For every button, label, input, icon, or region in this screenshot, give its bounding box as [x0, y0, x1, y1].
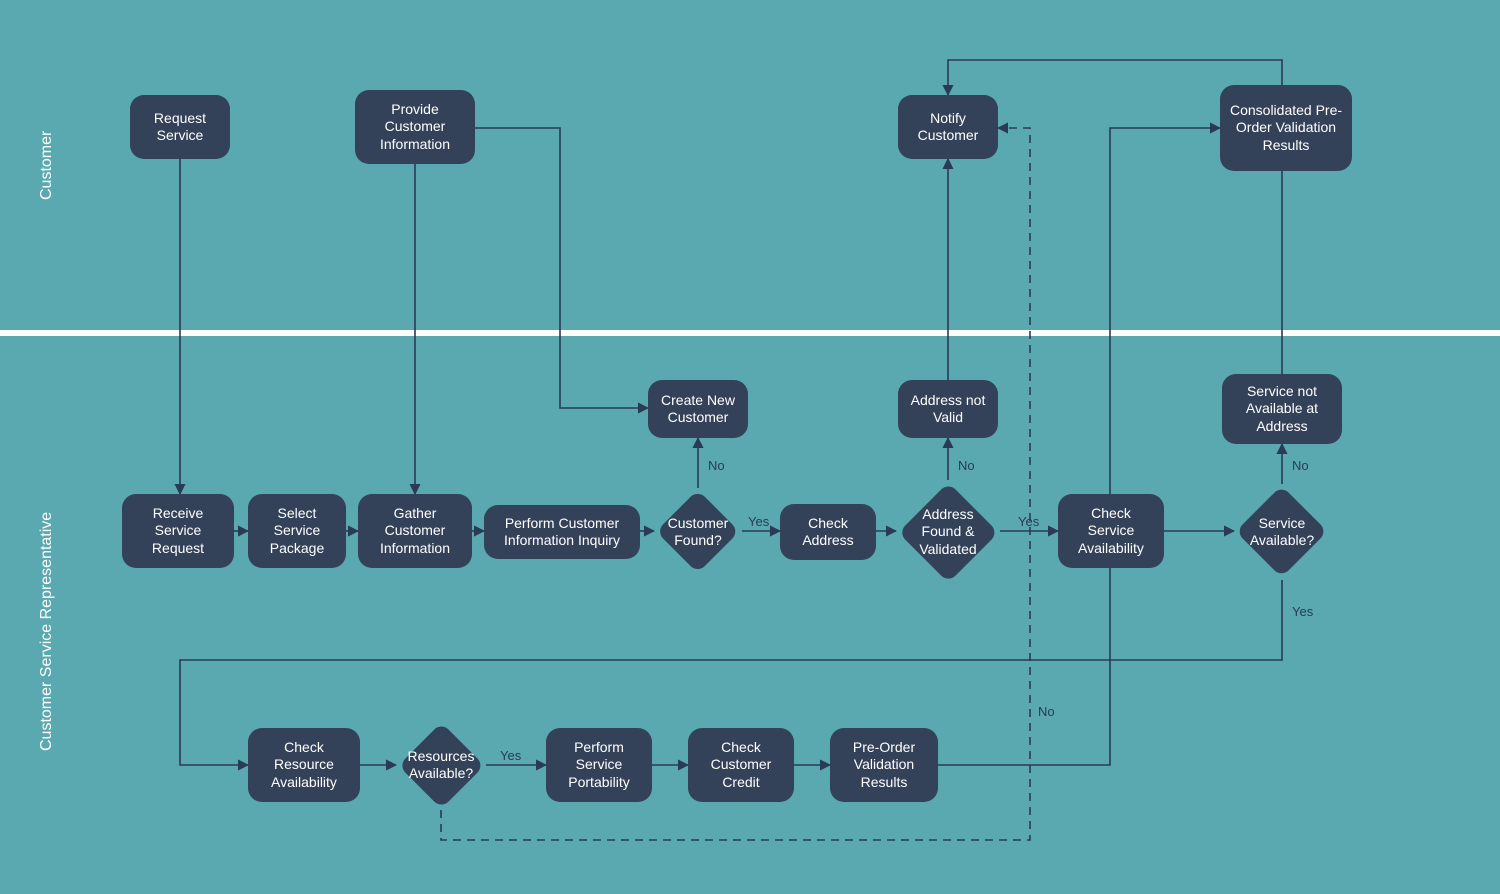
node-svc_avail: Service Available?: [1236, 486, 1328, 578]
node-cust_found: Customer Found?: [656, 490, 740, 574]
node-addr_valid: Address Found & Validated: [898, 482, 998, 582]
node-check_res: Check Resource Availability: [248, 728, 360, 802]
edge-label-cust_found-check_addr: Yes: [748, 514, 769, 529]
node-create_cust: Create New Customer: [648, 380, 748, 438]
node-inquiry: Perform Customer Information Inquiry: [484, 505, 640, 559]
edge-label-cust_found-create_cust: No: [708, 458, 725, 473]
node-portability: Perform Service Portability: [546, 728, 652, 802]
node-check_credit: Check Customer Credit: [688, 728, 794, 802]
swimlane-flowchart: Customer Customer Service Representative N…: [0, 0, 1500, 894]
node-label: Customer Found?: [656, 509, 740, 556]
edge-label-svc_avail-svc_not_avail: No: [1292, 458, 1309, 473]
edge-label-addr_valid-addr_not_valid: No: [958, 458, 975, 473]
node-pre_order: Pre-Order Validation Results: [830, 728, 938, 802]
node-label: Address Found & Validated: [898, 500, 998, 565]
node-check_addr: Check Address: [780, 504, 876, 560]
node-gather: Gather Customer Information: [358, 494, 472, 568]
lane-label-csr: Customer Service Representative: [38, 512, 56, 751]
node-provide_info: Provide Customer Information: [355, 90, 475, 164]
node-res_avail: Resources Available?: [398, 722, 484, 808]
node-label: Service Available?: [1236, 509, 1328, 556]
edge-label-addr_valid-check_svc: Yes: [1018, 514, 1039, 529]
node-svc_not_avail: Service not Available at Address: [1222, 374, 1342, 444]
node-label: Resources Available?: [398, 742, 484, 789]
lane-divider: [0, 330, 1500, 336]
node-consolidated: Consolidated Pre-Order Validation Result…: [1220, 85, 1352, 171]
lane-label-customer: Customer: [38, 131, 56, 200]
node-check_svc: Check Service Availability: [1058, 494, 1164, 568]
node-receive: Receive Service Request: [122, 494, 234, 568]
edge-label-res_avail-portability: Yes: [500, 748, 521, 763]
node-select_pkg: Select Service Package: [248, 494, 346, 568]
node-req_service: Request Service: [130, 95, 230, 159]
node-addr_not_valid: Address not Valid: [898, 380, 998, 438]
edge-label-svc_avail-check_res: Yes: [1292, 604, 1313, 619]
node-notify_cust: Notify Customer: [898, 95, 998, 159]
edge-label-res_avail-notify_cust: No: [1038, 704, 1055, 719]
